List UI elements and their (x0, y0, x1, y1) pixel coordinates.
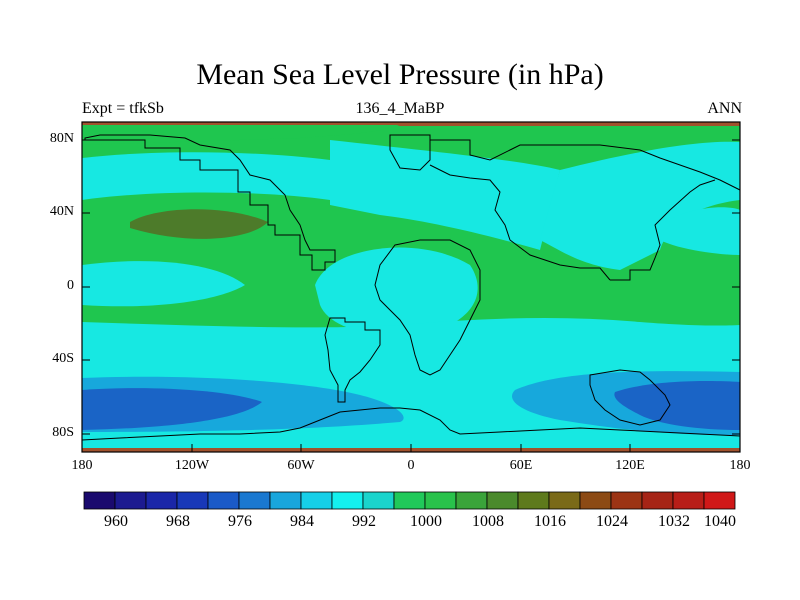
period-label: 136_4_MaBP (355, 100, 445, 117)
colorbar-label: 1008 (472, 513, 504, 530)
colorbar-label: 984 (290, 513, 314, 530)
axis-ticks (81, 139, 741, 452)
colorbar-label: 992 (352, 513, 376, 530)
region-984-west (82, 388, 262, 430)
colorbar-swatch (331, 491, 364, 510)
north-edge-band (82, 122, 740, 126)
region-1000-east-pacific (660, 207, 740, 255)
lat-label-40s: 40S (52, 351, 74, 366)
lon-label-180e: 180 (729, 458, 751, 473)
coast-australia (589, 369, 671, 426)
region-984-east (614, 381, 740, 430)
region-1000-north-pacific (82, 152, 330, 200)
colorbar-swatch (610, 491, 643, 510)
lat-label-0: 0 (67, 278, 74, 293)
colorbar-swatch (517, 491, 550, 510)
region-1000-tropical-africa (315, 247, 478, 337)
colorbar-swatch (455, 491, 488, 510)
region-1000-tropics-pacific (82, 261, 245, 307)
colorbar (83, 491, 736, 510)
colorbar-label: 960 (104, 513, 128, 530)
coast-antarctica (81, 407, 741, 441)
colorbar-swatch (579, 491, 612, 510)
season-label: ANN (707, 100, 742, 117)
colorbar-swatch (269, 491, 302, 510)
region-1000-north-atlantic-left (82, 125, 400, 145)
lat-label-80s: 80S (52, 425, 74, 440)
lon-label-120w: 120W (174, 458, 210, 473)
colorbar-label: 1024 (596, 513, 628, 530)
colorbar-swatch (424, 491, 457, 510)
experiment-label: Expt = tfkSb (82, 100, 164, 117)
colorbar-swatch (393, 491, 426, 510)
contour-fill (82, 122, 740, 452)
colorbar-label: 968 (166, 513, 190, 530)
colorbar-swatch (207, 491, 240, 510)
colorbar-label: 976 (228, 513, 252, 530)
coast-eurasia (429, 139, 741, 281)
lon-label-0: 0 (407, 458, 415, 473)
coast-africa (374, 239, 481, 376)
colorbar-swatch (176, 491, 209, 510)
colorbar-label: 1016 (534, 513, 566, 530)
colorbar-swatch (145, 491, 178, 510)
lat-label-40n: 40N (49, 204, 74, 219)
colorbar-swatch (114, 491, 147, 510)
coastlines (81, 134, 741, 441)
colorbar-swatch (672, 491, 705, 510)
colorbar-swatch (548, 491, 581, 510)
region-1000-arctic-east (330, 140, 560, 250)
map-title: Mean Sea Level Pressure (in hPa) (196, 58, 604, 91)
region-1016-north-pacific-high (130, 209, 268, 239)
colorbar-label: 1000 (410, 513, 442, 530)
lon-label-60w: 60W (287, 458, 315, 473)
colorbar-swatch (362, 491, 395, 510)
colorbar-swatch (83, 491, 116, 510)
lon-label-120e: 120E (615, 458, 645, 473)
colorbar-swatch (238, 491, 271, 510)
lon-label-180w: 180 (71, 458, 93, 473)
region-1000-asia (540, 141, 740, 270)
lat-label-80n: 80N (49, 131, 74, 146)
colorbar-swatch (300, 491, 333, 510)
coast-south-america (324, 317, 381, 403)
colorbar-label: 1032 (658, 513, 690, 530)
coast-greenland (389, 134, 431, 171)
lon-label-60e: 60E (509, 458, 533, 473)
colorbar-swatch (641, 491, 674, 510)
colorbar-label: 1040 (704, 513, 736, 530)
colorbar-swatch (703, 491, 736, 510)
colorbar-swatch (486, 491, 519, 510)
coast-north-america (84, 134, 336, 271)
